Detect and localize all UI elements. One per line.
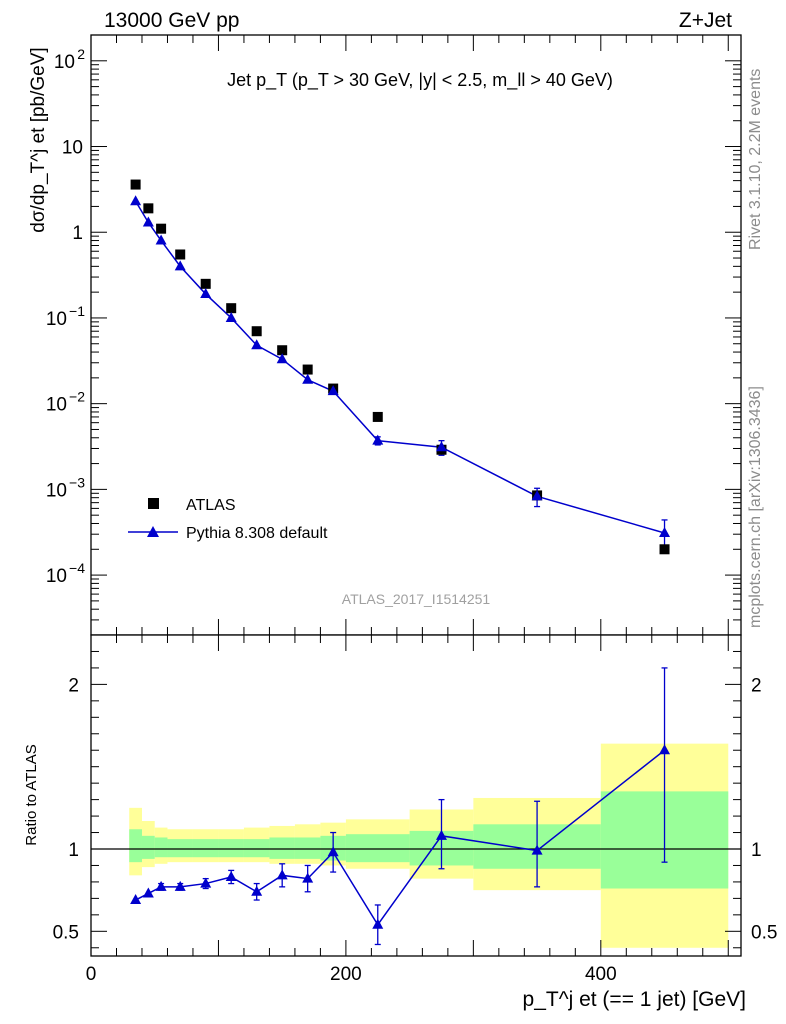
ratio-point [372,918,384,929]
analysis-tag: ATLAS_2017_I1514251 [342,591,491,607]
uncertainty-band-inner [192,839,219,858]
mc-point [435,441,447,452]
mc-line [134,200,665,534]
legend: ATLAS Pythia 8.308 default [128,497,328,542]
x-tick-label: 400 [585,964,617,985]
mc-point [302,373,314,384]
y-tick-exponent: 2 [77,46,85,62]
ratio-point [302,872,314,883]
atlas-point [130,179,141,190]
atlas-point [143,203,154,214]
uncertainty-band-inner [269,837,295,859]
ratio-point [531,844,543,855]
ratio-point [155,880,167,891]
uncertainty-band-inner [167,839,193,858]
ratio-point [174,880,186,891]
mc-point [174,260,186,271]
y-tick-label: 10 [46,566,67,587]
mc-point [531,490,543,501]
main-title: Jet p_T (p_T > 30 GeV, |y| < 2.5, m_ll >… [227,70,613,91]
x-tick-label: 0 [86,964,97,985]
y-tick-exponent: −1 [69,303,85,319]
ratio-y-tick-label-right: 1 [751,840,762,861]
uncertainty-band-inner [345,834,410,863]
ratio-y-tick-label-left: 1 [68,840,79,861]
atlas-point [302,364,313,375]
uncertainty-band-inner [154,837,168,858]
ratio-frame [90,634,742,957]
ratio-point [327,846,339,857]
atlas-point [659,544,670,555]
y-tick-exponent: −3 [69,474,85,490]
y-tick-exponent: −4 [69,560,85,576]
atlas-point [175,249,186,260]
legend-label-atlas: ATLAS [186,497,236,514]
y-tick-label: 1 [72,223,83,244]
ratio-axes: 0.5 0.5 1 1 2 2 0 200 400 [53,634,777,985]
mc-point [251,339,263,350]
mc-point [276,353,288,364]
header-left: 13000 GeV pp [104,9,239,32]
uncertainty-band-inner [243,839,270,858]
legend-label-mc: Pythia 8.308 default [186,525,328,542]
ratio-point [435,829,447,840]
xlabel: p_T^j et (== 1 jet) [GeV] [523,988,746,1011]
rivet-info: Rivet 3.1.10, 2.2M events [747,69,764,250]
uncertainty-band-inner [129,829,142,863]
mc-point [372,434,384,445]
y-tick-label: 10 [46,309,67,330]
uncertainty-band-inner [294,837,321,859]
main-title-text: Jet p_T (p_T > 30 GeV, |y| < 2.5, m_ll >… [227,70,613,91]
mc-point [142,216,154,227]
y-tick-exponent: −2 [69,389,85,405]
ratio-y-tick-label-right: 2 [751,675,762,696]
x-tick-label: 200 [330,964,362,985]
ratio-point [659,744,671,755]
atlas-point [200,278,211,289]
ratio-point [130,894,142,905]
y-tick-label: 10 [54,52,75,73]
atlas-point [372,411,383,422]
atlas-point [251,326,262,337]
main-ylabel: dσ/dp_T^j et [pb/GeV] [28,47,49,232]
mc-point [200,288,212,299]
ratio-point [225,870,237,881]
header-right: Z+Jet [679,9,732,32]
ratio-point [200,877,212,888]
ratio-point [142,887,154,898]
uncertainty-band-inner [141,835,155,859]
main-plot-area [91,35,741,635]
atlas-point [156,223,167,234]
ratio-point [251,885,263,896]
atlas-point [277,345,288,356]
mc-point [225,311,237,322]
ratio-ylabel: Ratio to ATLAS [23,744,40,845]
mc-point [327,385,339,396]
ratio-y-tick-label-right: 0.5 [751,922,777,943]
atlas-point [226,303,237,314]
main-panel [91,35,741,635]
mc-point [130,195,142,206]
ratio-point [276,869,288,880]
y-tick-label: 10 [62,138,83,159]
ratio-y-tick-label-left: 0.5 [53,922,79,943]
mcplots-info: mcplots.cern.ch [arXiv:1306.3436] [747,386,764,628]
y-tick-label: 10 [46,395,67,416]
ratio-y-tick-label-left: 2 [68,675,79,696]
legend-marker-atlas [148,498,159,509]
uncertainty-band-inner [218,839,244,858]
legend-marker-mc [147,526,159,537]
main-marks [130,179,671,555]
mc-point [155,234,167,245]
ratio-panel [91,635,741,956]
y-tick-label: 10 [46,480,67,501]
mc-point [659,526,671,537]
ratio-marks [130,667,671,946]
